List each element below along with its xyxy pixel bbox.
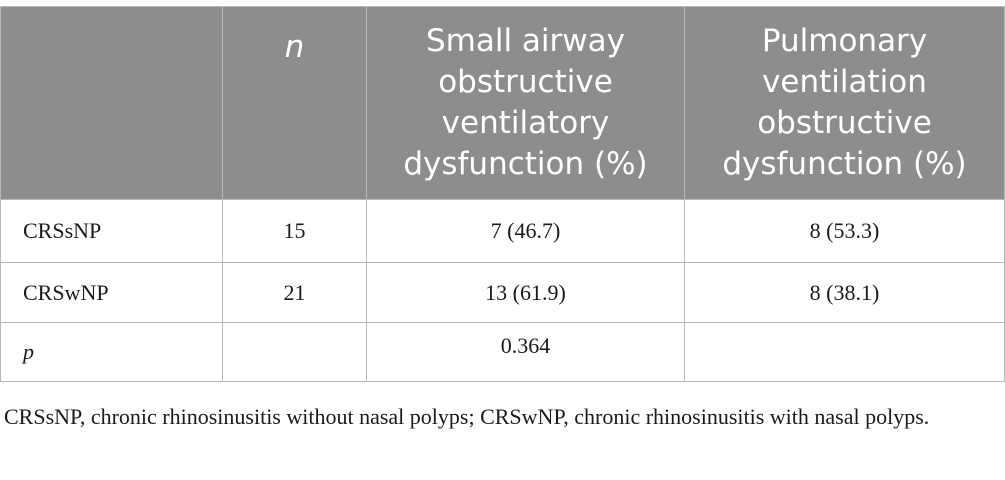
header-cell-n: n — [222, 6, 367, 200]
cell-pulmonary-ventilation: 8 (38.1) — [684, 262, 1005, 323]
cell-pulmonary-ventilation: 8 (53.3) — [684, 199, 1005, 263]
header-cell-small-airway: Small airway obstructive ventilatory dys… — [366, 6, 685, 200]
table-row: p 0.364 — [0, 322, 1005, 382]
cell-p-value: 0.364 — [366, 322, 685, 382]
data-table: n Small airway obstructive ventilatory d… — [0, 6, 1005, 382]
cell-n: 21 — [222, 262, 367, 323]
table-footnote: CRSsNP, chronic rhinosinusitis without n… — [4, 404, 930, 429]
cell-small-airway: 7 (46.7) — [366, 199, 685, 263]
table-header: n Small airway obstructive ventilatory d… — [0, 6, 1005, 200]
cell-n — [222, 322, 367, 382]
row-label: CRSsNP — [0, 199, 223, 263]
cell-pulmonary-ventilation — [684, 322, 1005, 382]
row-label: CRSwNP — [0, 262, 223, 323]
cell-small-airway: 13 (61.9) — [366, 262, 685, 323]
table-row: CRSwNP 21 13 (61.9) 8 (38.1) — [0, 262, 1005, 323]
cell-n: 15 — [222, 199, 367, 263]
table-body: CRSsNP 15 7 (46.7) 8 (53.3) CRSwNP 21 13… — [0, 199, 1005, 382]
row-label: p — [0, 322, 223, 382]
header-cell-pulmonary-ventilation: Pulmonary ventilation obstructive dysfun… — [684, 6, 1005, 200]
header-row: n Small airway obstructive ventilatory d… — [0, 6, 1005, 200]
header-cell-empty — [0, 6, 223, 200]
table-row: CRSsNP 15 7 (46.7) 8 (53.3) — [0, 199, 1005, 263]
